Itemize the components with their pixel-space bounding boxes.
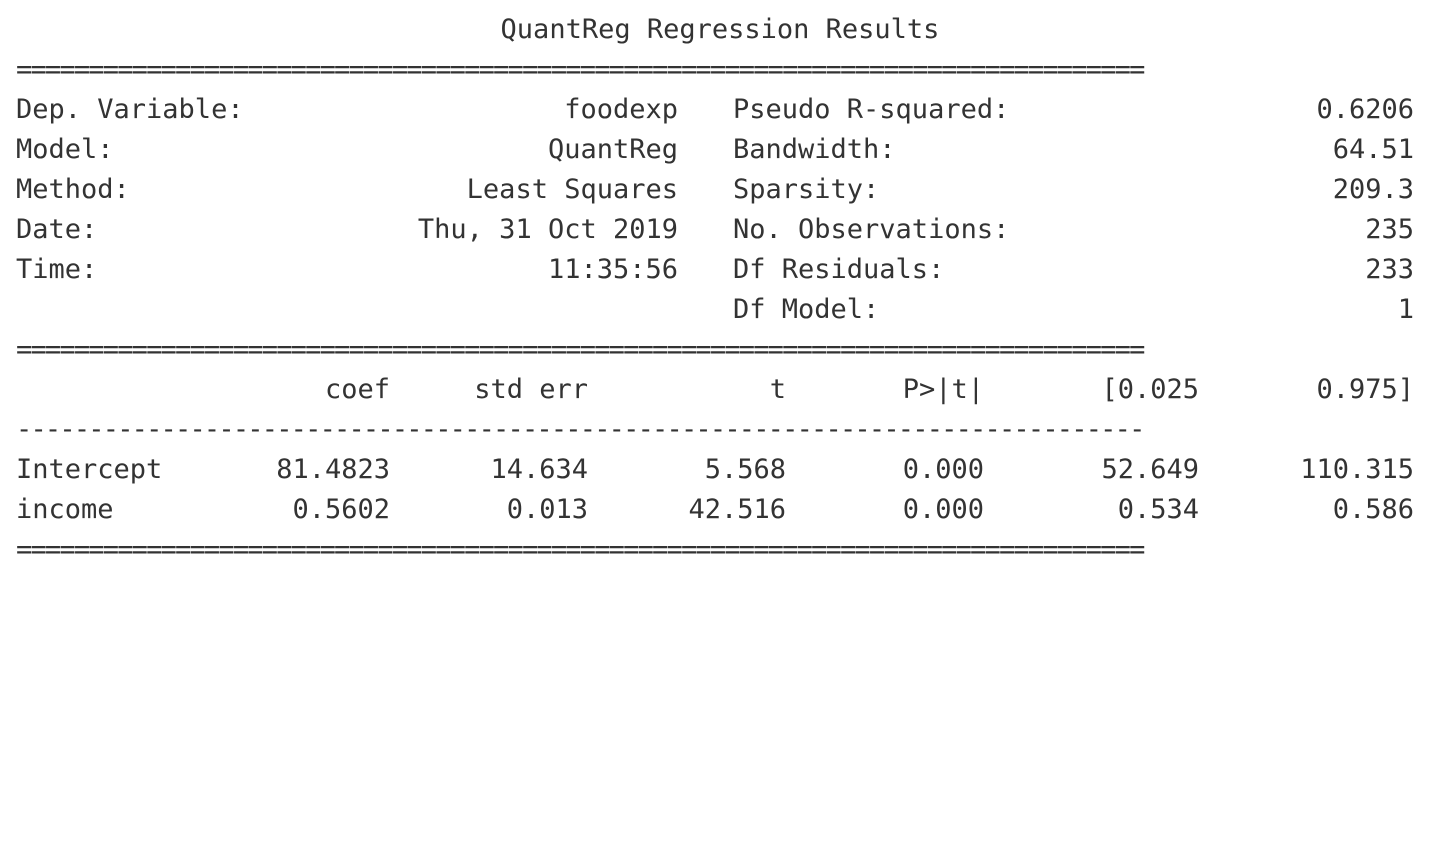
header-coef: coef [324, 374, 390, 405]
header-std-err: std err [474, 374, 588, 405]
top-double-rule: ========================================… [16, 54, 1145, 85]
header-ci-lower: [0.025 [1101, 374, 1199, 405]
summary-row: Date: Thu, 31 Oct 2019 No. Observations:… [0, 210, 1440, 250]
cell-ci-lower: 52.649 [1101, 454, 1199, 485]
cell-coef: 81.4823 [276, 454, 390, 485]
summary-right-label: No. Observations: [733, 214, 1010, 245]
summary-row: Df Model: 1 [0, 290, 1440, 330]
row-variable-name: income [16, 494, 114, 525]
summary-left-label: Method: [16, 174, 130, 205]
summary-left-value: Least Squares [466, 174, 678, 205]
summary-left-value: 11:35:56 [547, 254, 678, 285]
summary-left-label: Model: [16, 134, 114, 165]
summary-left-label: Time: [16, 254, 98, 285]
summary-left-value: Thu, 31 Oct 2019 [417, 214, 678, 245]
summary-right-value: 64.51 [1332, 134, 1414, 165]
summary-left-value: QuantReg [547, 134, 678, 165]
cell-coef: 0.5602 [292, 494, 390, 525]
table-row: Intercept 81.4823 14.634 5.568 0.000 52.… [0, 450, 1440, 490]
header-t: t [769, 374, 786, 405]
summary-right-label: Df Residuals: [733, 254, 945, 285]
header-p-value: P>|t| [902, 374, 984, 405]
header-ci-upper: 0.975] [1316, 374, 1414, 405]
results-title: QuantReg Regression Results [500, 14, 940, 45]
cell-ci-upper: 110.315 [1300, 454, 1414, 485]
summary-right-value: 1 [1397, 294, 1414, 325]
regression-summary: QuantReg Regression Results ============… [0, 14, 1440, 565]
cell-std-err: 14.634 [490, 454, 588, 485]
summary-right-label: Pseudo R-squared: [733, 94, 1010, 125]
summary-left-label: Dep. Variable: [16, 94, 244, 125]
table-row: income 0.5602 0.013 42.516 0.000 0.534 0… [0, 490, 1440, 530]
summary-row: Model: QuantReg Bandwidth: 64.51 [0, 130, 1440, 170]
header-single-rule: ----------------------------------------… [16, 414, 1145, 445]
summary-right-value: 235 [1365, 214, 1414, 245]
summary-right-label: Df Model: [733, 294, 880, 325]
bottom-double-rule: ========================================… [16, 534, 1145, 565]
coef-header-row: coef std err t P>|t| [0.025 0.975] [0, 370, 1440, 410]
summary-right-value: 233 [1365, 254, 1414, 285]
cell-ci-upper: 0.586 [1332, 494, 1414, 525]
cell-std-err: 0.013 [506, 494, 588, 525]
summary-right-label: Sparsity: [733, 174, 880, 205]
cell-ci-lower: 0.534 [1117, 494, 1199, 525]
cell-t: 5.568 [704, 454, 786, 485]
summary-left-value: foodexp [564, 94, 678, 125]
cell-p-value: 0.000 [902, 494, 984, 525]
summary-right-label: Bandwidth: [733, 134, 896, 165]
middle-double-rule: ========================================… [16, 334, 1145, 365]
summary-right-value: 209.3 [1332, 174, 1414, 205]
cell-t: 42.516 [688, 494, 786, 525]
summary-row: Time: 11:35:56 Df Residuals: 233 [0, 250, 1440, 290]
row-variable-name: Intercept [16, 454, 163, 485]
summary-row: Method: Least Squares Sparsity: 209.3 [0, 170, 1440, 210]
cell-p-value: 0.000 [902, 454, 984, 485]
summary-left-label: Date: [16, 214, 98, 245]
summary-right-value: 0.6206 [1316, 94, 1414, 125]
summary-row: Dep. Variable: foodexp Pseudo R-squared:… [0, 90, 1440, 130]
